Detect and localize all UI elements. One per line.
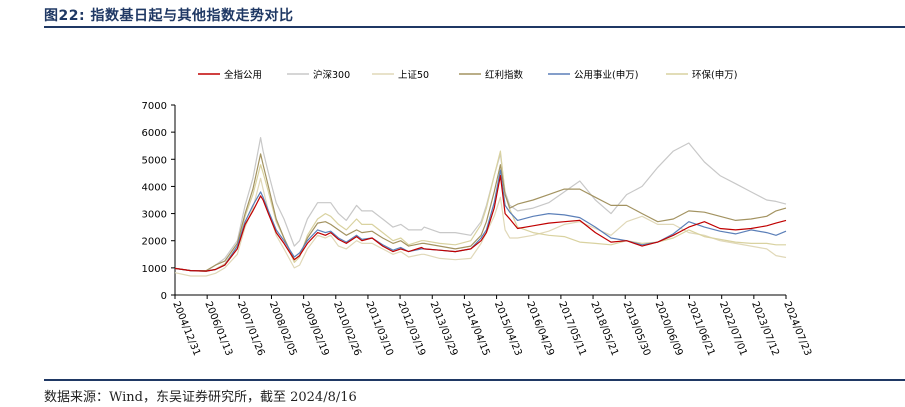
figure-title: 图22: 指数基日起与其他指数走势对比	[44, 8, 294, 24]
series-line-4	[174, 169, 787, 272]
legend-item: 全指公用	[198, 69, 262, 81]
x-tick-label: 2023/07/12	[749, 300, 781, 358]
legend-item: 公用事业(申万)	[548, 69, 638, 81]
x-tick-label: 2021/06/21	[685, 300, 717, 358]
x-tick-label: 2022/07/01	[717, 300, 749, 358]
series-line-3	[174, 153, 787, 272]
x-tick-label: 2024/07/23	[781, 300, 813, 358]
legend-label: 全指公用	[224, 69, 262, 81]
y-tick-label: 3000	[142, 210, 167, 221]
y-tick-label: 6000	[142, 128, 167, 139]
x-tick-label: 2012/03/19	[395, 300, 427, 358]
legend-label: 沪深300	[313, 69, 350, 81]
legend-label: 上证50	[398, 70, 429, 81]
chart-plot-area	[174, 137, 787, 277]
x-tick-label: 2007/01/26	[235, 300, 267, 358]
bottom-rule	[44, 379, 905, 381]
x-tick-label: 2013/03/29	[427, 300, 459, 358]
chart-legend: 全指公用 沪深300 上证50 红利指数 公用事业(申万) 环保(申万)	[198, 69, 737, 81]
y-tick-label: 7000	[142, 101, 167, 112]
series-line-5	[174, 150, 786, 272]
y-tick-label: 1000	[142, 264, 167, 275]
x-tick-label: 2008/02/05	[267, 300, 299, 358]
x-tick-label: 2011/03/10	[363, 300, 395, 358]
legend-item: 环保(申万)	[666, 69, 737, 81]
x-tick-label: 2019/05/30	[620, 300, 652, 358]
x-tick-label: 2017/05/11	[556, 300, 588, 358]
legend-label: 公用事业(申万)	[574, 69, 638, 81]
legend-item: 上证50	[372, 70, 429, 81]
series-line-0	[174, 175, 787, 272]
x-tick-label: 2020/06/09	[653, 300, 685, 358]
legend-label: 红利指数	[485, 69, 524, 81]
series-line-2	[174, 177, 787, 277]
x-tick-label: 2004/12/31	[170, 300, 202, 358]
x-tick-label: 2015/04/23	[492, 300, 524, 358]
series-line-1	[174, 137, 787, 272]
top-rule	[44, 26, 905, 28]
x-tick-label: 2016/04/29	[524, 300, 556, 358]
y-tick-label: 4000	[142, 182, 167, 193]
legend-label: 环保(申万)	[692, 69, 737, 81]
y-tick-label: 2000	[142, 237, 167, 248]
x-tick-label: 2006/01/13	[202, 300, 234, 358]
x-tick-label: 2009/02/19	[299, 300, 331, 358]
data-source-note: 数据来源：Wind，东吴证券研究所，截至 2024/8/16	[44, 390, 357, 405]
y-tick-label: 0	[161, 291, 167, 302]
x-tick-label: 2018/05/21	[588, 300, 620, 358]
x-tick-label: 2014/04/15	[460, 300, 492, 358]
legend-item: 沪深300	[287, 69, 350, 81]
y-tick-label: 5000	[142, 155, 167, 166]
x-tick-label: 2010/02/26	[331, 300, 363, 358]
legend-item: 红利指数	[459, 69, 524, 81]
